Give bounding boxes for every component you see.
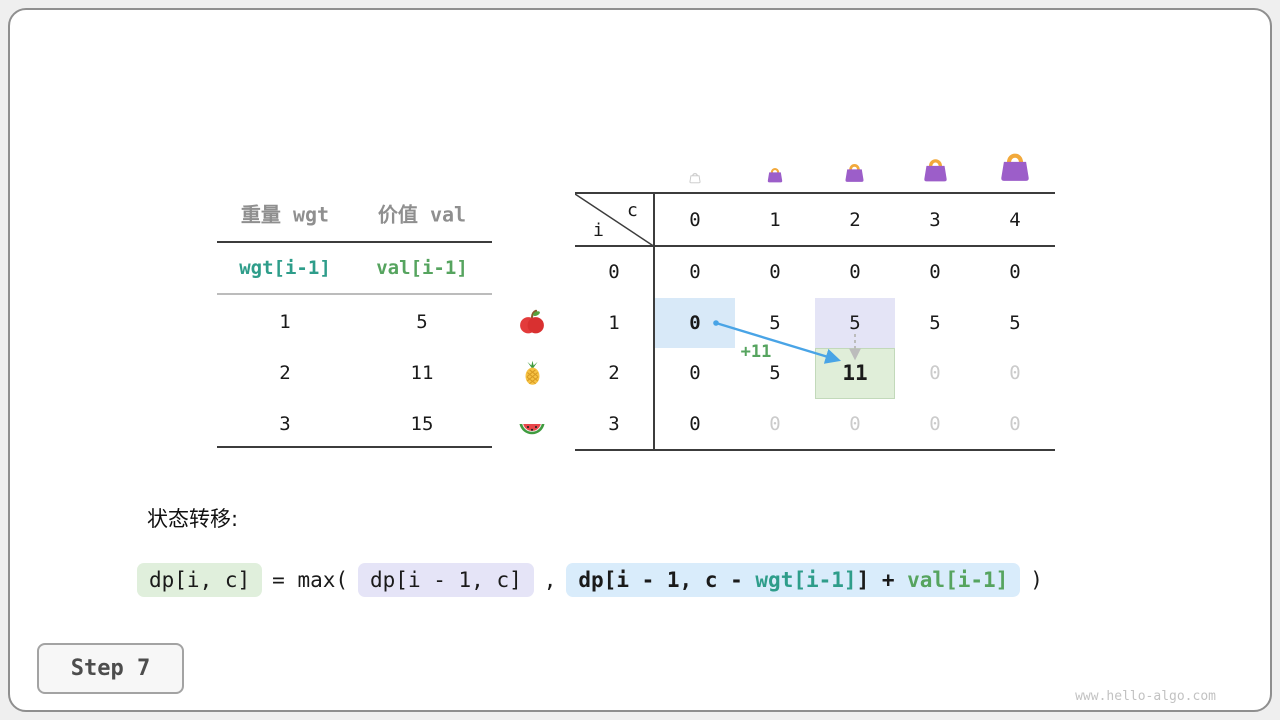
dp-row-header-0: 0 [575,247,655,298]
formula-arg-take-mid: ] + [856,568,908,592]
dp-cell: 5 [1009,311,1021,334]
apple-icon [520,309,544,334]
items-col-header-val: 价值 val [377,202,467,227]
dp-col-header-4: 4 [975,194,1055,247]
dp-cell: 0 [929,412,941,435]
dp-cell: 5 [769,311,781,334]
dp-cell: 0 [689,362,701,385]
dp-corner-cell: c i [575,194,655,247]
dp-cell-source-above: 5 [815,297,895,348]
pineapple-icon [525,360,540,385]
dp-cell: 0 [769,412,781,435]
item-row-wgt: 1 [279,311,291,333]
bag-capacity-0-icon [689,172,701,184]
dp-col-header-0: 0 [655,194,735,247]
formula-arg-take-prefix: dp[i - 1, c - [578,568,756,592]
items-table-top-rule [217,241,492,243]
formula-close-paren: ) [1030,568,1043,592]
formula-arg-take-val: val[i-1] [907,568,1009,592]
dp-col-header-2: 2 [815,194,895,247]
dp-row-header-1: 1 [575,297,655,348]
dp-col-header-3: 3 [895,194,975,247]
formula-arg-take: dp[i - 1, c - wgt[i-1]] + val[i-1] [566,563,1021,597]
dp-cell: 0 [849,261,861,284]
dp-cell: 0 [929,261,941,284]
dp-cell: 0 [1009,362,1021,385]
dp-row-header-2: 2 [575,348,655,399]
dp-cell-source-left: 0 [655,297,735,348]
dp-cell: 0 [1009,412,1021,435]
dp-col-header-1: 1 [735,194,815,247]
watermark: www.hello-algo.com [1075,689,1216,704]
formula-separator: , [543,568,557,592]
dp-cell-result: 11 [815,348,895,399]
dp-row-header-3: 3 [575,398,655,449]
dp-table: c i 0 1 2 3 4 0 0 0 0 0 0 1 0 5 5 5 5 2 … [575,192,1055,451]
corner-label-c: c [627,200,638,221]
dp-cell: 0 [689,261,701,284]
step-badge: Step 7 [37,643,184,694]
items-expr-wgt: wgt[i-1] [239,257,331,279]
dp-cell: 0 [689,412,701,435]
dp-cell: 0 [1009,261,1021,284]
bag-capacity-2-icon [845,164,864,182]
formula-arg-skip: dp[i - 1, c] [358,563,534,597]
formula-operator: = max( [272,568,349,592]
state-transition-formula: dp[i, c] = max( dp[i - 1, c] , dp[i - 1,… [137,563,1043,597]
item-row-val: 15 [410,413,434,435]
state-transition-label: 状态转移: [147,507,239,531]
dp-cell: 5 [769,362,781,385]
item-row-val: 5 [416,311,428,333]
formula-arg-take-wgt: wgt[i-1] [755,568,857,592]
figure-card: 重量 wgt 价值 val wgt[i-1] val[i-1] 1 5 2 11… [8,8,1272,712]
bag-capacity-1-icon [767,168,783,183]
item-row-wgt: 3 [279,413,291,435]
items-col-header-wgt: 重量 wgt [240,202,330,227]
item-row-wgt: 2 [279,362,291,384]
value-gain-annotation: +11 [740,342,772,362]
dp-cell: 0 [769,261,781,284]
bag-capacity-4-icon [1001,153,1029,181]
item-row-val: 11 [410,362,434,384]
dp-cell: 0 [929,362,941,385]
bag-capacity-3-icon [924,159,947,182]
diagonal-divider [575,194,655,247]
dp-cell: 0 [849,412,861,435]
items-table-mid-rule [217,293,492,295]
formula-lhs: dp[i, c] [137,563,263,597]
items-table-bottom-rule [217,446,492,448]
watermelon-icon [519,424,545,435]
dp-cell: 5 [929,311,941,334]
items-expr-val: val[i-1] [376,257,468,279]
corner-label-i: i [593,220,604,241]
